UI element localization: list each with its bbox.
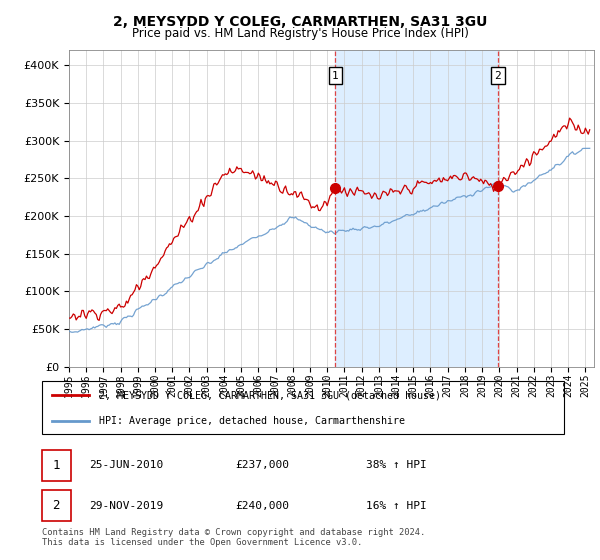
Text: £240,000: £240,000	[235, 501, 289, 511]
Text: 1: 1	[53, 459, 60, 472]
Text: 2: 2	[494, 71, 502, 81]
Text: £237,000: £237,000	[235, 460, 289, 470]
Text: HPI: Average price, detached house, Carmarthenshire: HPI: Average price, detached house, Carm…	[100, 416, 406, 426]
Text: 2, MEYSYDD Y COLEG, CARMARTHEN, SA31 3GU: 2, MEYSYDD Y COLEG, CARMARTHEN, SA31 3GU	[113, 15, 487, 29]
Text: Price paid vs. HM Land Registry's House Price Index (HPI): Price paid vs. HM Land Registry's House …	[131, 27, 469, 40]
Text: 38% ↑ HPI: 38% ↑ HPI	[365, 460, 427, 470]
Bar	[42, 491, 71, 521]
Text: 2: 2	[53, 499, 60, 512]
Bar	[335, 50, 498, 367]
Text: 25-JUN-2010: 25-JUN-2010	[89, 460, 163, 470]
Text: 16% ↑ HPI: 16% ↑ HPI	[365, 501, 427, 511]
Text: 2, MEYSYDD Y COLEG, CARMARTHEN, SA31 3GU (detached house): 2, MEYSYDD Y COLEG, CARMARTHEN, SA31 3GU…	[100, 390, 442, 400]
Text: 29-NOV-2019: 29-NOV-2019	[89, 501, 163, 511]
Text: Contains HM Land Registry data © Crown copyright and database right 2024.
This d: Contains HM Land Registry data © Crown c…	[42, 528, 425, 547]
Text: 1: 1	[332, 71, 339, 81]
Bar	[42, 450, 71, 480]
